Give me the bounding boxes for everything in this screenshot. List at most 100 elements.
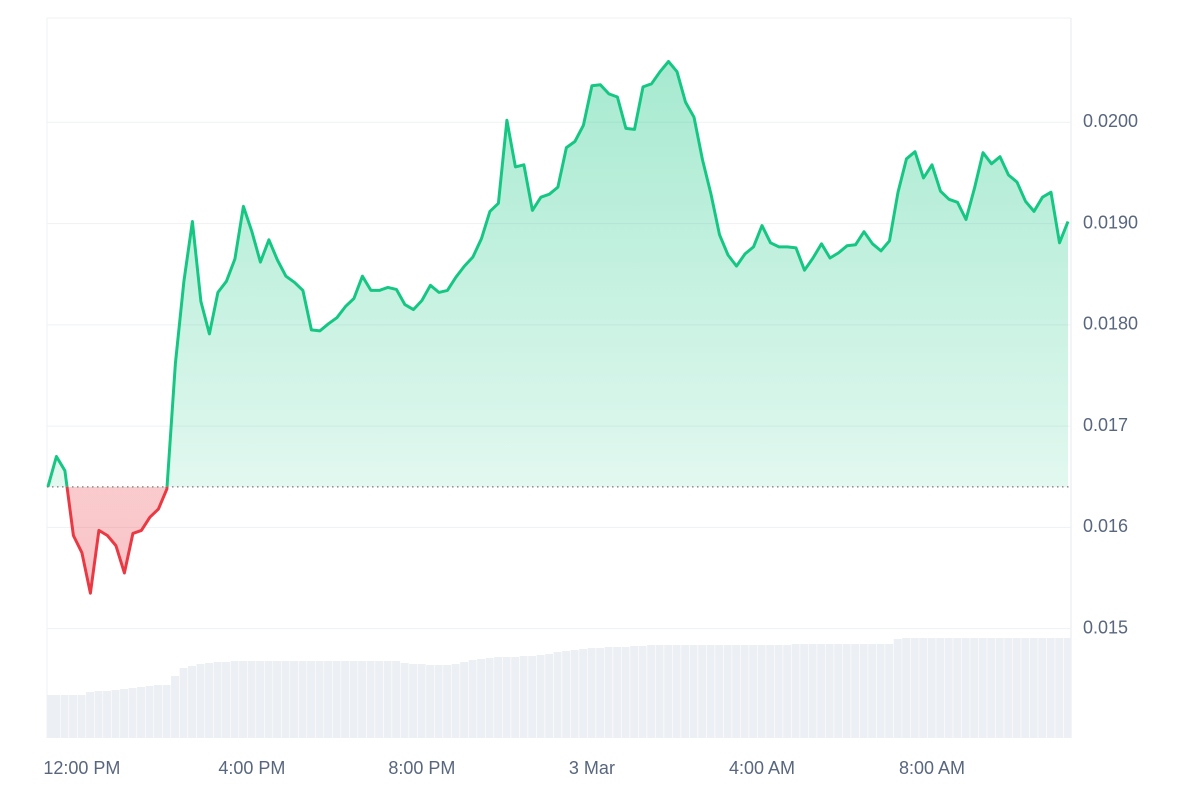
volume-bar (978, 638, 987, 738)
volume-bar (562, 651, 571, 738)
volume-bar (698, 645, 707, 738)
volume-bar (842, 644, 851, 738)
volume-bar (247, 661, 256, 738)
volume-bar (162, 685, 171, 738)
volume-bar (825, 644, 834, 738)
volume-bar (766, 645, 775, 738)
volume-bar (834, 644, 843, 738)
x-tick-label: 3 Mar (569, 758, 615, 778)
volume-bar (902, 638, 911, 738)
volume-bar (749, 645, 758, 738)
volume-bar (460, 662, 469, 738)
volume-bar (451, 664, 460, 738)
volume-bar (715, 645, 724, 738)
volume-bar (1046, 638, 1055, 738)
volume-bar (47, 695, 55, 738)
volume-bar (851, 644, 860, 738)
volume-bar (426, 665, 435, 738)
volume-bar (604, 647, 613, 738)
volume-bar (791, 644, 800, 738)
y-tick-label: 0.0190 (1083, 212, 1138, 232)
volume-bar (213, 662, 222, 738)
volume-bar (953, 638, 962, 738)
volume-bar (502, 657, 511, 738)
volume-bar (298, 661, 307, 738)
volume-bar (290, 661, 299, 738)
volume-bar (655, 645, 664, 738)
volume-bar (341, 661, 350, 738)
volume-bar (757, 645, 766, 738)
volume-bar (944, 638, 953, 738)
volume-bar (196, 664, 205, 738)
volume-bar (128, 688, 137, 738)
volume-bar (961, 638, 970, 738)
volume-bar (171, 676, 180, 738)
volume-bar (545, 654, 554, 738)
volume-bar (672, 645, 681, 738)
volume-bar (800, 644, 809, 738)
volume-bar (868, 644, 877, 738)
volume-bar (349, 661, 358, 738)
volume-bar (910, 638, 919, 738)
x-tick-label: 4:00 PM (218, 758, 285, 778)
volume-bar (570, 650, 579, 738)
volume-bar (919, 638, 928, 738)
volume-bar (1004, 638, 1013, 738)
volume-bar (60, 695, 69, 738)
volume-bar (995, 638, 1004, 738)
volume-bar (706, 645, 715, 738)
volume-bar (817, 644, 826, 738)
volume-bar (885, 644, 894, 738)
volume-bar (528, 656, 537, 738)
volume-bar (205, 663, 214, 738)
volume-bar (281, 661, 290, 738)
volume-bar (723, 645, 732, 738)
volume-bar (587, 648, 596, 738)
volume-bar (740, 645, 749, 738)
volume-bar (1021, 638, 1030, 738)
volume-bar (383, 661, 392, 738)
y-tick-label: 0.016 (1083, 516, 1128, 536)
volume-bar (366, 661, 375, 738)
volume-bar (315, 661, 324, 738)
volume-bar (358, 661, 367, 738)
volume-bar (519, 656, 528, 738)
volume-bar (859, 644, 868, 738)
volume-bar (179, 668, 188, 738)
volume-bar (375, 661, 384, 738)
volume-bar (494, 657, 503, 738)
price-line-up (46, 60, 1070, 487)
volume-bar (1038, 638, 1047, 738)
volume-bar (239, 661, 248, 738)
volume-bar (188, 666, 197, 738)
volume-bar (732, 645, 741, 738)
volume-bar (52, 695, 61, 738)
volume-bar (664, 645, 673, 738)
y-tick-label: 0.017 (1083, 415, 1128, 435)
volume-bar (307, 661, 316, 738)
volume-bar (596, 648, 605, 738)
volume-bar (638, 646, 647, 738)
volume-bar (145, 686, 154, 738)
volume-bar (783, 645, 792, 738)
volume-bar (774, 645, 783, 738)
volume-bar (443, 665, 452, 738)
volume-bar (536, 655, 545, 738)
volume-bar (69, 695, 78, 738)
volume-bar (230, 661, 239, 738)
volume-bar (111, 690, 120, 738)
volume-bar (553, 652, 562, 738)
volume-bar (120, 689, 129, 738)
volume-bar (103, 691, 112, 738)
y-tick-label: 0.0200 (1083, 111, 1138, 131)
volume-bar (936, 638, 945, 738)
x-tick-label: 12:00 PM (43, 758, 120, 778)
volume-bar (222, 662, 231, 738)
x-tick-label: 8:00 PM (388, 758, 455, 778)
volume-bar (468, 660, 477, 738)
volume-bar (613, 647, 622, 738)
area-down (47, 486, 1068, 594)
volume-bar (511, 657, 520, 738)
volume-bar (893, 639, 902, 738)
